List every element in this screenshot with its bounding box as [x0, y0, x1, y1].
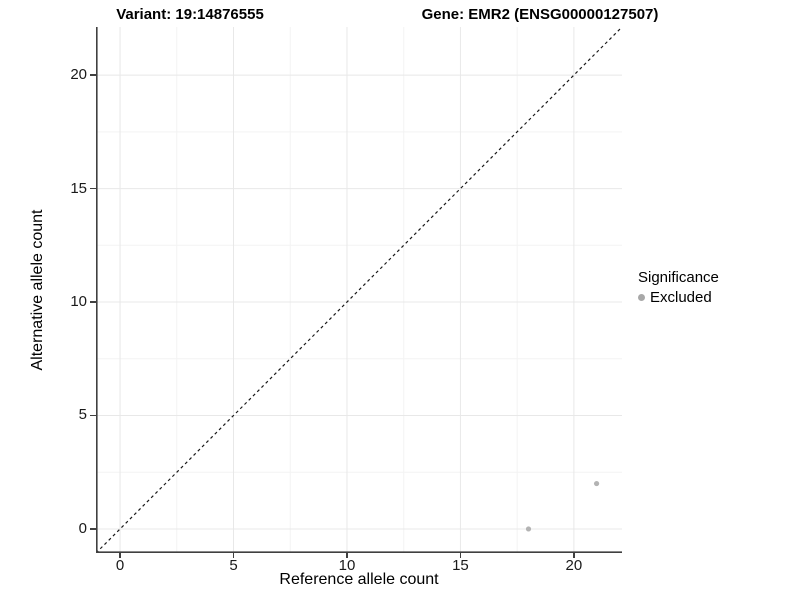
plot-title-variant: Variant: 19:14876555 — [116, 6, 264, 23]
y-axis-label: Alternative allele count — [29, 209, 46, 371]
y-tick-label: 5 — [78, 406, 87, 424]
x-axis-label: Reference allele count — [279, 571, 439, 588]
x-axis-tick — [573, 553, 575, 558]
y-tick-label: 15 — [70, 179, 87, 197]
x-tick-label: 20 — [565, 557, 583, 574]
legend: Significance Excluded — [638, 269, 719, 306]
y-tick-label: 10 — [70, 293, 87, 311]
y-axis-tick — [90, 74, 96, 76]
x-tick-label: 0 — [115, 557, 125, 574]
plot-area — [96, 27, 622, 553]
x-axis-tick — [232, 553, 235, 558]
excluded-point-icon — [638, 294, 645, 301]
x-tick-label: 5 — [229, 557, 238, 574]
data-point — [525, 526, 532, 532]
legend-item-excluded: Excluded — [638, 289, 719, 306]
legend-item-label: Excluded — [650, 289, 712, 306]
x-axis-tick — [346, 553, 348, 558]
plot-title-gene: Gene: EMR2 (ENSG00000127507) — [421, 6, 659, 23]
x-tick-label: 10 — [338, 557, 356, 574]
x-axis-tick — [459, 553, 462, 558]
legend-title: Significance — [638, 269, 719, 286]
y-axis-tick — [90, 528, 96, 530]
data-point — [593, 480, 600, 487]
y-axis-tick — [90, 187, 96, 190]
y-tick-label: 20 — [70, 66, 87, 84]
y-axis-tick — [90, 301, 96, 303]
x-axis-tick — [119, 553, 121, 558]
identity-line — [96, 27, 622, 553]
y-tick-label: 0 — [78, 519, 87, 537]
x-tick-label: 15 — [452, 557, 469, 574]
y-axis-tick — [90, 414, 96, 417]
